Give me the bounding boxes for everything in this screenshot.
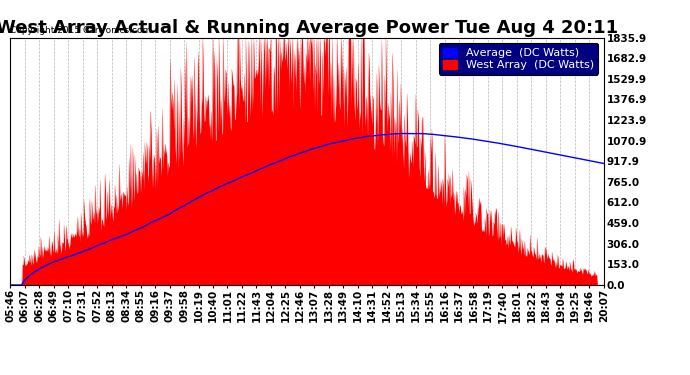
Title: West Array Actual & Running Average Power Tue Aug 4 20:11: West Array Actual & Running Average Powe… <box>0 20 618 38</box>
Text: Copyright 2015 Cartronics.com: Copyright 2015 Cartronics.com <box>10 26 152 35</box>
Legend: Average  (DC Watts), West Array  (DC Watts): Average (DC Watts), West Array (DC Watts… <box>439 43 598 75</box>
